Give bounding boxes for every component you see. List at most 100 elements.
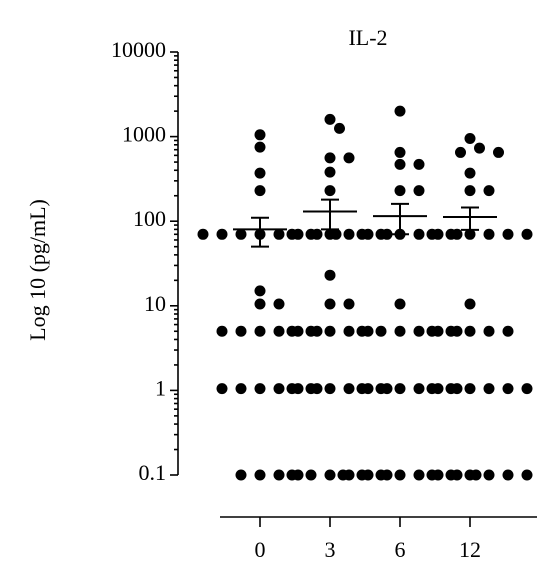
y-tick-label: 1	[155, 375, 166, 400]
data-point	[375, 383, 387, 395]
data-point	[474, 142, 485, 154]
data-point	[445, 383, 457, 395]
data-point	[502, 325, 514, 337]
data-point	[305, 469, 317, 481]
data-point	[394, 185, 406, 197]
data-point	[464, 228, 476, 240]
x-tick-label: 3	[325, 537, 336, 562]
y-tick-label: 10	[144, 291, 166, 316]
data-point	[305, 383, 317, 395]
data-point	[483, 228, 495, 240]
data-point	[426, 469, 438, 481]
data-point	[521, 228, 533, 240]
data-point	[445, 325, 457, 337]
data-point	[324, 166, 336, 178]
data-point	[324, 113, 336, 125]
data-point	[235, 325, 247, 337]
data-point	[483, 325, 495, 337]
data-point	[464, 298, 476, 310]
data-point	[254, 469, 266, 481]
data-point	[502, 383, 514, 395]
data-point	[286, 383, 298, 395]
data-point	[235, 469, 247, 481]
data-point	[286, 325, 298, 337]
data-point	[502, 469, 514, 481]
data-point	[483, 185, 495, 197]
data-point	[324, 228, 336, 240]
data-point	[413, 228, 425, 240]
data-point	[343, 298, 355, 310]
data-point	[254, 167, 266, 179]
y-tick-label: 100	[133, 206, 166, 231]
data-point	[197, 228, 209, 240]
data-point	[324, 325, 336, 337]
data-point	[426, 325, 438, 337]
data-point	[455, 146, 466, 158]
data-point	[273, 383, 285, 395]
data-point	[235, 383, 247, 395]
data-point	[483, 383, 495, 395]
data-point	[324, 152, 336, 164]
data-point	[273, 325, 285, 337]
data-point	[413, 469, 425, 481]
data-point	[254, 141, 266, 153]
data-point	[273, 228, 285, 240]
data-point	[502, 228, 514, 240]
y-tick-label: 10000	[111, 37, 166, 62]
y-axis-label: Log 10 (pg/mL)	[25, 199, 50, 341]
data-point	[394, 469, 406, 481]
data-point	[356, 228, 368, 240]
data-point	[254, 185, 266, 197]
data-point	[324, 185, 336, 197]
data-point	[483, 469, 495, 481]
data-point	[343, 325, 355, 337]
data-point	[254, 129, 266, 141]
data-point	[394, 105, 406, 117]
data-point	[254, 285, 266, 297]
data-point	[445, 469, 457, 481]
data-point	[394, 383, 406, 395]
data-point	[324, 269, 336, 281]
data-point	[521, 469, 533, 481]
data-point	[521, 383, 533, 395]
data-point	[324, 383, 336, 395]
x-tick-label: 6	[395, 537, 406, 562]
data-point	[375, 325, 387, 337]
data-point	[216, 383, 228, 395]
data-point	[324, 298, 336, 310]
data-point	[254, 325, 266, 337]
data-point	[426, 383, 438, 395]
data-point	[375, 469, 387, 481]
data-point	[394, 158, 406, 170]
data-point	[394, 325, 406, 337]
y-tick-label: 1000	[122, 122, 166, 147]
data-point	[464, 325, 476, 337]
data-point	[356, 469, 368, 481]
x-tick-label: 12	[459, 537, 481, 562]
data-point	[305, 325, 317, 337]
data-point	[464, 185, 476, 197]
data-point	[343, 383, 355, 395]
data-point	[286, 228, 298, 240]
data-point	[356, 383, 368, 395]
data-point	[254, 383, 266, 395]
data-point	[273, 298, 285, 310]
data-point	[337, 469, 349, 481]
data-point	[305, 228, 317, 240]
data-point	[394, 298, 406, 310]
chart-title: IL-2	[348, 25, 387, 50]
data-point	[343, 152, 355, 164]
data-point	[493, 146, 504, 158]
data-point	[375, 228, 387, 240]
data-point	[413, 158, 425, 170]
data-point	[324, 469, 336, 481]
data-point	[413, 325, 425, 337]
data-point	[286, 469, 298, 481]
data-point	[356, 325, 368, 337]
data-point	[464, 469, 476, 481]
data-point	[273, 469, 285, 481]
data-point	[445, 228, 457, 240]
data-point	[216, 228, 228, 240]
data-point	[334, 122, 345, 134]
